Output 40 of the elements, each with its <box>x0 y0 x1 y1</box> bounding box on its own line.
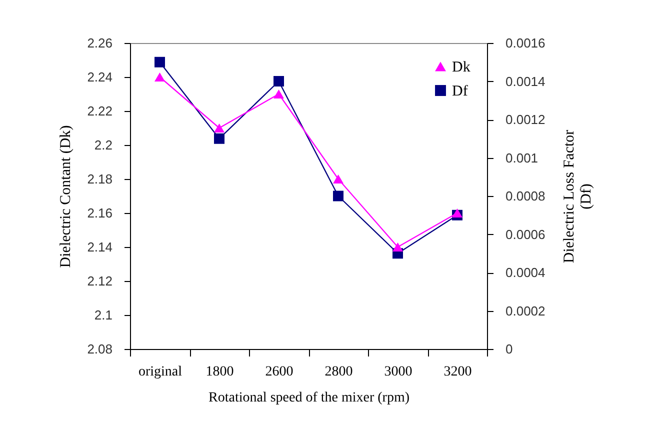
point <box>214 123 224 133</box>
point <box>452 208 462 218</box>
y2-tick-label: 0.001 <box>506 150 538 166</box>
y2-tick-label: 0.0016 <box>506 36 546 50</box>
legend-label: Df <box>452 84 468 100</box>
y2-tick-label: 0.0006 <box>506 226 546 242</box>
y2-tick-label: 0.0012 <box>506 112 546 127</box>
x-tick-label: 1800 <box>206 364 234 380</box>
point <box>333 190 344 202</box>
y-tick-label: 2.16 <box>87 206 112 220</box>
point <box>392 242 403 252</box>
x-tick-label: 3000 <box>384 364 412 380</box>
y2-axis-title: Dielectric Loss Factor (Df) <box>561 130 594 264</box>
x-tick-label: 3200 <box>444 364 472 380</box>
y2-tick-label: 0.0008 <box>506 188 546 204</box>
y2-tick-label: 0.0002 <box>506 303 546 318</box>
point <box>274 89 284 99</box>
y-tick-label: 2.24 <box>87 70 112 84</box>
y-tick-label: 2.26 <box>87 36 112 50</box>
point <box>154 72 165 82</box>
x-tick-label: 2800 <box>324 364 353 380</box>
y-tick-label: 2.22 <box>87 104 112 118</box>
y-tick-label: 2.2 <box>94 138 112 152</box>
x-tick-label: 2600 <box>265 364 294 380</box>
y-tick-label: 2.18 <box>87 172 112 186</box>
point <box>154 56 165 68</box>
x-tick-label: original <box>138 364 182 380</box>
point <box>274 76 284 86</box>
y-axis-title: Dielectric Contant (Dk) <box>58 125 74 268</box>
x-axis-title: Rotational speed of the mixer (rpm) <box>208 390 410 406</box>
y2-tick-label: 0.0004 <box>506 265 546 280</box>
point <box>333 174 344 184</box>
y-tick-label: 2.12 <box>87 274 112 288</box>
y-tick-label: 2.08 <box>87 342 112 356</box>
y-tick-label: 2.14 <box>87 240 112 254</box>
y-tick-label: 2.1 <box>94 308 112 322</box>
y2-tick-label: 0.0014 <box>506 74 546 89</box>
legend-label: Dk <box>452 60 471 76</box>
point <box>214 133 224 144</box>
y2-tick-label: 0 <box>506 342 513 356</box>
